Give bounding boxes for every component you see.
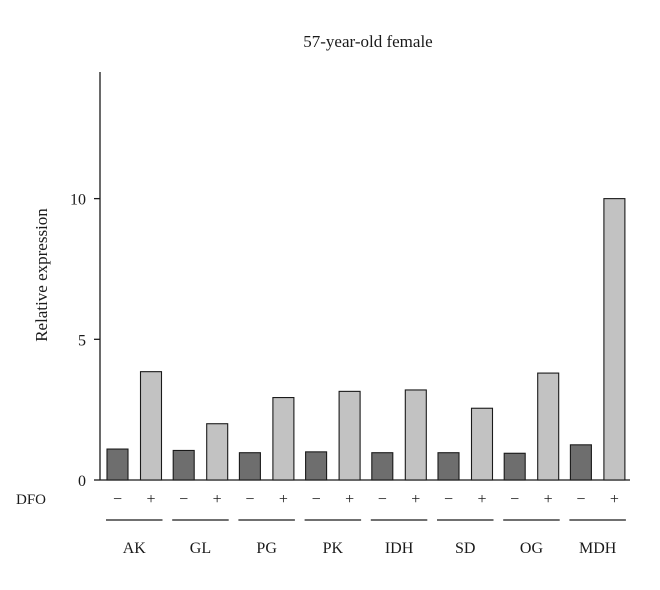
dfo-sign-label: − [245,491,254,508]
bar-pg-minus [238,452,261,481]
bar-idh-minus [371,452,394,481]
x-category-label: SD [455,540,475,557]
bar-idh-plus [404,389,427,481]
bar-sd-plus [470,407,494,481]
bar-gl-minus [172,449,195,481]
dfo-sign-label: − [510,491,519,508]
y-tick-label: 0 [78,473,86,490]
treatment-label: DFO [16,492,46,508]
bars [106,198,626,481]
dfo-sign-label: + [411,491,420,508]
bar-sd-minus [437,452,460,481]
chart-title: 57-year-old female [303,32,432,51]
dfo-sign-label: + [345,491,354,508]
x-category-label: MDH [579,540,617,557]
x-category-label: IDH [385,540,414,557]
bar-og-plus [537,372,560,481]
x-category-label: PK [323,540,344,557]
y-axis-label: Relative expression [32,208,51,342]
dfo-sign-label: + [477,491,486,508]
bar-mdh-minus [569,444,592,481]
x-category-label: OG [520,540,544,557]
dfo-sign-label: + [610,491,619,508]
y-tick-label: 5 [78,332,86,349]
dfo-sign-label: − [113,491,122,508]
bar-ak-plus [139,371,163,481]
x-category-labels: − + AK − + GL − + PG − + PK − + IDH − + SD − + OG − + MDH [106,491,626,557]
y-tick-label: 10 [70,192,86,209]
dfo-sign-label: − [312,491,321,508]
dfo-sign-label: − [179,491,188,508]
dfo-sign-label: − [444,491,453,508]
bar-ak-minus [106,448,129,481]
bar-og-minus [503,452,526,481]
bar-pg-plus [272,397,295,481]
y-ticks: 0 5 10 [70,192,100,490]
x-category-label: PG [256,540,277,557]
bar-gl-plus [206,423,229,481]
dfo-sign-label: − [576,491,585,508]
dfo-sign-label: + [146,491,155,508]
bar-pk-plus [338,390,361,481]
dfo-sign-label: + [544,491,553,508]
dfo-sign-label: − [378,491,387,508]
x-category-label: AK [123,540,147,557]
bar-mdh-plus [603,198,626,481]
dfo-sign-label: + [279,491,288,508]
bar-pk-minus [305,451,328,481]
x-category-label: GL [190,540,211,557]
dfo-sign-label: + [213,491,222,508]
